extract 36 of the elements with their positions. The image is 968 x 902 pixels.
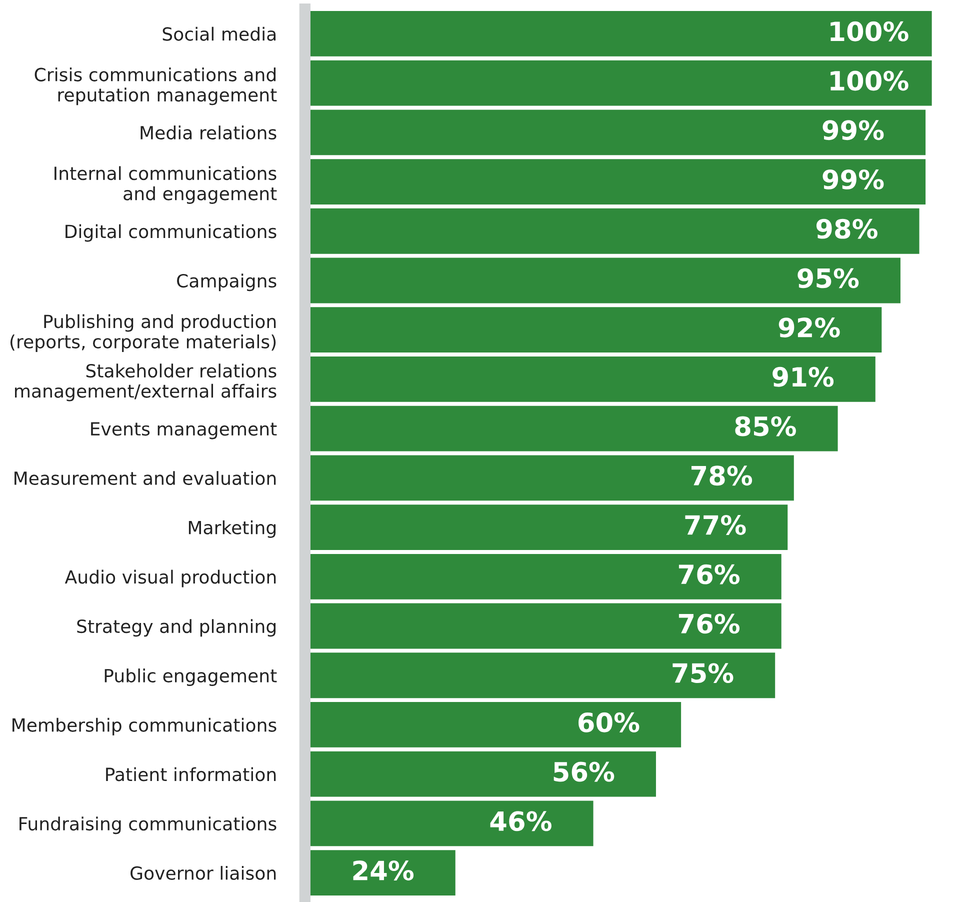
- data-label: 56%: [554, 762, 614, 782]
- y-tick-label: Patient information: [106, 767, 276, 782]
- data-label: 78%: [691, 466, 752, 486]
- y-tick-label: Crisis communications and reputation management: [34, 67, 277, 106]
- data-label: 92%: [778, 318, 840, 338]
- y-tick-label: Measurement and evaluation: [14, 471, 276, 486]
- data-label: 99%: [822, 120, 884, 140]
- y-tick-label: Digital communications: [66, 224, 276, 242]
- data-label: 75%: [672, 663, 734, 684]
- data-label: 98%: [816, 218, 878, 239]
- data-label: 46%: [490, 811, 552, 832]
- y-tick-label: Social media: [162, 26, 276, 41]
- y-tick-label: Membership communications: [12, 718, 276, 736]
- data-label: 95%: [798, 268, 859, 288]
- y-tick-label: Media relations: [140, 126, 276, 140]
- y-tick-label: Marketing: [188, 520, 276, 538]
- y-tick-label: Internal communications and engagement: [54, 166, 277, 204]
- data-label: 91%: [772, 366, 834, 387]
- y-tick-label: Audio visual production: [64, 570, 276, 588]
- y-tick-label: Governor liaison: [130, 866, 276, 880]
- y-tick-label: Campaigns: [177, 274, 276, 292]
- data-label: 60%: [578, 712, 640, 732]
- data-label: 100%: [830, 70, 908, 91]
- data-label: 99%: [822, 169, 884, 190]
- data-label: 100%: [830, 21, 908, 42]
- y-tick-label: Publishing and production (reports, corporate materials): [10, 314, 276, 352]
- y-tick-label: Public engagement: [104, 668, 277, 686]
- data-label: 85%: [735, 416, 796, 436]
- y-tick-label: Fundraising communications: [20, 816, 276, 834]
- y-tick-label: Events management: [91, 422, 277, 440]
- data-label: 76%: [678, 564, 740, 584]
- data-label: 76%: [678, 614, 740, 634]
- y-tick-label: Stakeholder relations management/external affairs: [15, 364, 276, 402]
- data-label: 77%: [685, 514, 746, 535]
- y-tick-label: Strategy and planning: [77, 619, 276, 637]
- data-label: 24%: [353, 860, 414, 880]
